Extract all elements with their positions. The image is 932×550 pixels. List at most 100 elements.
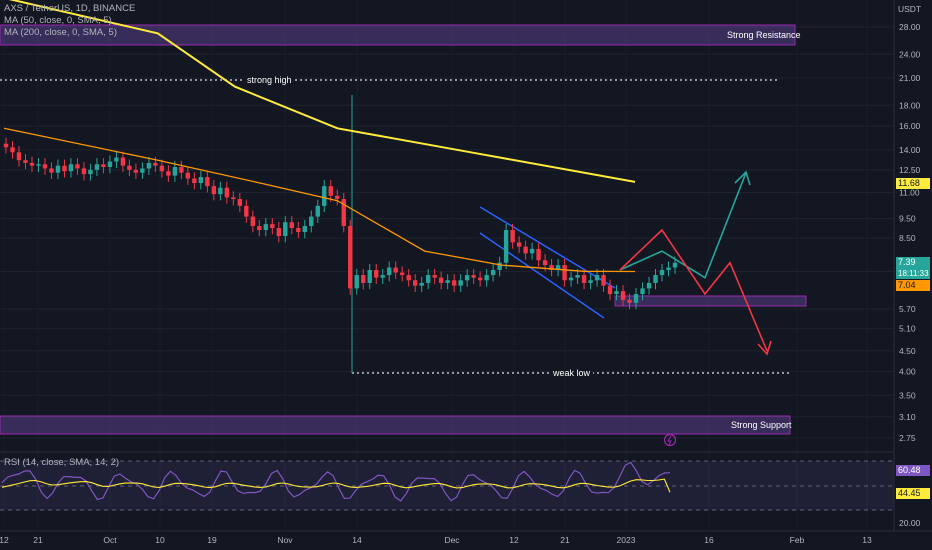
ma200-line bbox=[8, 0, 636, 183]
candle-body bbox=[451, 280, 457, 286]
demand-zone bbox=[614, 295, 807, 307]
strong-resistance-zone bbox=[0, 24, 796, 46]
price-tick-label: 24.00 bbox=[899, 49, 921, 59]
candle-body bbox=[387, 267, 392, 276]
ma50-legend[interactable]: MA (50, close, 0, SMA, 5) bbox=[4, 15, 112, 26]
candle-body bbox=[185, 172, 191, 179]
candle-body bbox=[302, 226, 307, 232]
candle-body bbox=[601, 275, 606, 286]
time-tick-label: 12 bbox=[509, 535, 519, 545]
symbol-legend[interactable]: AXS / TetherUS, 1D, BINANCE bbox=[4, 3, 136, 14]
candle-body bbox=[477, 277, 483, 281]
candle-body bbox=[633, 294, 639, 303]
ma50-line bbox=[3, 127, 636, 273]
time-tick-label: 12 bbox=[0, 535, 9, 545]
candle-body bbox=[523, 246, 528, 254]
candle-body bbox=[29, 162, 35, 166]
candle-body bbox=[94, 164, 100, 170]
time-tick-label: 2023 bbox=[617, 535, 636, 545]
time-tick-label: 14 bbox=[352, 535, 362, 545]
strong-support-zone bbox=[0, 415, 791, 435]
price-tick-label: 8.50 bbox=[899, 233, 916, 243]
time-tick-label: 21 bbox=[33, 535, 43, 545]
candle-body bbox=[484, 275, 489, 281]
candle-body bbox=[224, 187, 230, 198]
candle-body bbox=[672, 262, 678, 268]
candle-body bbox=[81, 168, 87, 175]
candle-body bbox=[315, 205, 320, 217]
price-tick-label: 5.10 bbox=[899, 324, 916, 334]
candle-body bbox=[192, 178, 197, 184]
candle-body bbox=[646, 282, 652, 289]
candle-body bbox=[88, 169, 93, 175]
rsi-tick-label: 20.00 bbox=[899, 518, 921, 528]
candle-body bbox=[3, 143, 9, 148]
candle-body bbox=[23, 160, 28, 163]
candle-body bbox=[659, 270, 665, 276]
candle-body bbox=[328, 186, 333, 196]
price-tick-label: 3.50 bbox=[899, 390, 916, 400]
candle-body bbox=[62, 165, 67, 172]
price-tick-label: 2.75 bbox=[899, 433, 916, 443]
channel-lower-line bbox=[479, 232, 605, 319]
candle-body bbox=[107, 161, 113, 168]
rsi-ma-line bbox=[1, 478, 671, 493]
price-tick-label: 9.50 bbox=[899, 213, 916, 223]
candle-body bbox=[42, 164, 48, 169]
price-tick-label: 21.00 bbox=[899, 73, 921, 83]
last-price-tag: 7.39 18:11:33 bbox=[896, 257, 930, 279]
chart-grid bbox=[0, 26, 894, 439]
ma200-price-tag: 11.68 bbox=[896, 178, 930, 189]
price-tick-label: 4.00 bbox=[899, 367, 916, 377]
time-tick-label: Dec bbox=[444, 535, 460, 545]
candle-body bbox=[536, 248, 541, 261]
candle-body bbox=[127, 165, 132, 170]
candle-body bbox=[627, 299, 632, 303]
candle-body bbox=[211, 186, 217, 195]
rsi-legend[interactable]: RSI (14, close, SMA, 14, 2) bbox=[4, 457, 120, 468]
candle-body bbox=[607, 285, 613, 295]
candle-body bbox=[614, 291, 619, 295]
candle-body bbox=[335, 195, 340, 200]
ma50-price-tag: 7.04 bbox=[896, 280, 930, 291]
candle-body bbox=[516, 242, 522, 247]
candle-body bbox=[55, 165, 61, 173]
candle-body bbox=[425, 275, 431, 283]
rsi-price-tag: 60.48 bbox=[896, 465, 930, 476]
price-tick-label: 12.50 bbox=[899, 165, 921, 175]
candle-body bbox=[10, 147, 15, 153]
candle-body bbox=[354, 275, 359, 289]
candle-body bbox=[244, 205, 249, 217]
rsi-ma-price-tag: 44.45 bbox=[896, 488, 930, 499]
candle-body bbox=[159, 165, 165, 172]
candle-body bbox=[568, 277, 574, 281]
candle-body bbox=[101, 164, 106, 168]
candle-body bbox=[16, 152, 22, 161]
lightning-icon[interactable] bbox=[663, 433, 677, 447]
bullish-arrowhead bbox=[734, 170, 751, 186]
candle-body bbox=[666, 267, 671, 271]
rsi-line bbox=[1, 461, 671, 502]
candle-body bbox=[503, 229, 509, 263]
weak-low-label: weak low bbox=[550, 368, 594, 378]
candle-body bbox=[309, 216, 314, 227]
candle-body bbox=[218, 187, 223, 195]
price-tick-label: 18.00 bbox=[899, 100, 921, 110]
candle-body bbox=[283, 222, 288, 237]
candle-body bbox=[542, 260, 548, 266]
candlestick-series bbox=[3, 137, 678, 310]
time-tick-label: 13 bbox=[862, 535, 872, 545]
bearish-projection-path bbox=[619, 228, 768, 352]
candle-body bbox=[445, 280, 450, 283]
candle-body bbox=[374, 270, 379, 278]
ma200-legend[interactable]: MA (200, close, 0, SMA, 5) bbox=[4, 27, 117, 38]
candle-body bbox=[75, 164, 80, 169]
candle-body bbox=[490, 270, 496, 276]
time-tick-label: 19 bbox=[207, 535, 217, 545]
candle-body bbox=[393, 267, 398, 273]
candle-body bbox=[348, 226, 353, 289]
currency-label: USDT bbox=[898, 4, 922, 14]
candle-body bbox=[562, 265, 567, 281]
candle-body bbox=[419, 282, 424, 286]
